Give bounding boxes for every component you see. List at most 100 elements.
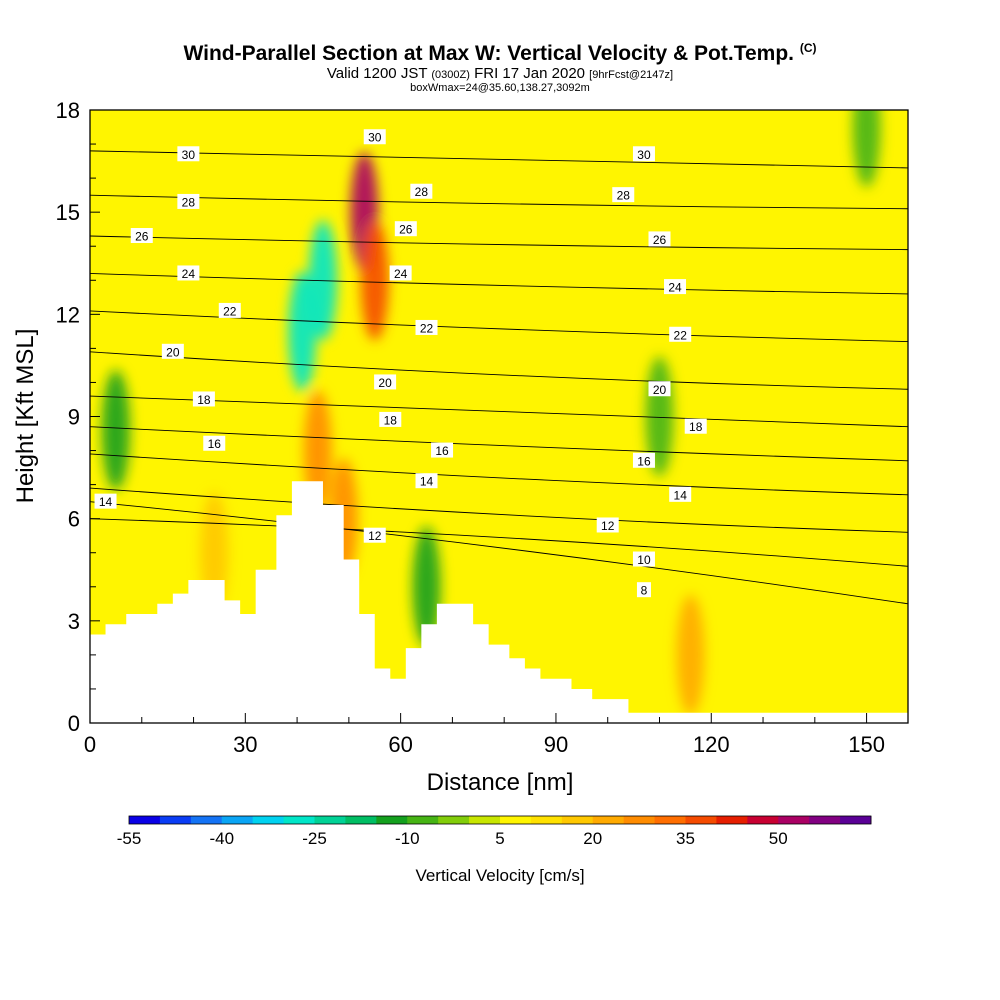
colorbar-swatch [314, 816, 346, 824]
contour-label-text: 12 [601, 519, 615, 533]
contour-label-5: 20 [161, 343, 184, 359]
contour-label-0: 30 [177, 146, 200, 162]
contour-label-text: 24 [668, 281, 682, 295]
colorbar-tick-label: 20 [583, 829, 602, 848]
contour-label-text: 20 [653, 383, 667, 397]
contour-label-bg [596, 517, 619, 533]
colorbar: -55 -40 -25 -10 5 20 35 50 [117, 815, 872, 848]
title-line1: Wind-Parallel Section at Max W: Vertical… [183, 42, 794, 65]
contour-label-24: 20 [648, 381, 671, 397]
contour-label-text: 24 [394, 267, 408, 281]
colorbar-swatch [190, 816, 223, 824]
axes: 0 30 60 90 120 150 0 3 6 9 12 15 18 [56, 98, 885, 757]
colorbar-swatch [623, 816, 655, 824]
w-feature-4 [303, 390, 332, 511]
contour-label-bg [203, 435, 226, 451]
colorbar-swatch [561, 816, 594, 824]
contour-label-7: 16 [203, 435, 226, 451]
colorbar-swatch [747, 816, 779, 824]
y-tick-label: 0 [68, 711, 80, 736]
y-tick-label: 12 [56, 302, 80, 327]
contour-label-bg [415, 473, 438, 489]
terrain-mask [90, 481, 908, 723]
theta-contour-12 [90, 487, 908, 533]
w-feature-9 [676, 594, 705, 715]
theta-contour-28 [90, 194, 908, 210]
contour-label-text: 8 [641, 584, 648, 598]
contour-label-text: 14 [674, 488, 688, 502]
colorbar-swatch [592, 816, 625, 824]
contour-label-26: 16 [632, 452, 655, 468]
contour-label-text: 10 [637, 553, 651, 567]
contour-label-bg [389, 265, 412, 281]
x-tick-label: 30 [233, 732, 257, 757]
contour-label-4: 22 [218, 302, 241, 318]
contour-label-bg [94, 493, 117, 509]
contour-label-12: 24 [389, 265, 412, 281]
x-tick-label: 120 [693, 732, 730, 757]
contour-label-bg [632, 551, 655, 567]
contour-label-text: 16 [435, 444, 449, 458]
contour-label-11: 26 [394, 221, 417, 237]
title-units: (C) [799, 41, 817, 55]
contour-label-text: 18 [384, 413, 398, 427]
theta-contour-22 [90, 310, 908, 343]
contour-label-bg [192, 391, 215, 407]
w-feature-6 [360, 220, 389, 341]
contour-label-6: 18 [192, 391, 215, 407]
contour-label-bg [669, 326, 692, 342]
colorbar-frame [128, 815, 872, 825]
contour-label-bg [632, 452, 655, 468]
valid-time-utc: (0300Z) [431, 69, 470, 81]
contour-label-9: 30 [363, 129, 386, 145]
x-tick-label: 90 [544, 732, 568, 757]
contour-label-text: 26 [653, 233, 667, 247]
contour-label-28: 12 [596, 517, 619, 533]
contour-label-16: 16 [431, 442, 454, 458]
contour-label-text: 12 [368, 529, 382, 543]
x-tick-label: 60 [388, 732, 412, 757]
contour-label-text: 22 [420, 321, 434, 335]
x-axis-label: Distance [nm] [427, 769, 574, 796]
chart-title-block: Wind-Parallel Section at Max W: Vertical… [0, 36, 1000, 94]
contour-label-14: 20 [374, 374, 397, 390]
terrain [90, 481, 908, 723]
contour-label-3: 24 [177, 265, 200, 281]
contour-label-text: 18 [197, 393, 211, 407]
contour-label-bg [410, 183, 433, 199]
colorbar-swatch [129, 816, 161, 824]
contour-label-bg [664, 279, 687, 295]
forecast-info: [9hrFcst@2147z] [589, 69, 674, 81]
colorbar-swatch [716, 816, 748, 824]
contour-label-text: 28 [617, 189, 631, 203]
contour-label-bg [177, 193, 200, 209]
contour-label-text: 14 [99, 495, 113, 509]
contour-label-8: 14 [94, 493, 117, 509]
theta-contour-8 [90, 501, 908, 605]
y-tick-label: 3 [68, 609, 80, 634]
contour-label-20: 28 [612, 187, 635, 203]
theta-contour-20 [90, 351, 908, 390]
contour-label-text: 22 [674, 328, 688, 342]
contour-label-bg [415, 319, 438, 335]
contour-label-bg [648, 381, 671, 397]
contour-label-2: 26 [130, 228, 153, 244]
contour-label-22: 24 [664, 279, 687, 295]
colorbar-tick-label: 35 [676, 829, 695, 848]
colorbar-swatch [438, 816, 470, 824]
contour-label-13: 22 [415, 319, 438, 335]
colorbar-tick-label: 50 [769, 829, 788, 848]
contour-label-bg [177, 146, 200, 162]
contour-label-text: 22 [223, 304, 237, 318]
colorbar-swatch [840, 816, 872, 824]
contour-labels: 30 28 26 24 22 20 18 16 14 30 28 26 24 22 20 18 16 14 12 30… [94, 129, 707, 598]
w-feature-0 [101, 370, 130, 491]
w-feature-11 [852, 110, 881, 188]
colorbar-swatch [500, 816, 532, 824]
colorbar-label: Vertical Velocity [cm/s] [415, 866, 584, 885]
chart-subtitle: Valid 1200 JST (0300Z) FRI 17 Jan 2020 [… [0, 66, 1000, 83]
contour-label-text: 26 [399, 223, 413, 237]
contour-label-text: 30 [637, 148, 651, 162]
colorbar-swatch [376, 816, 408, 824]
